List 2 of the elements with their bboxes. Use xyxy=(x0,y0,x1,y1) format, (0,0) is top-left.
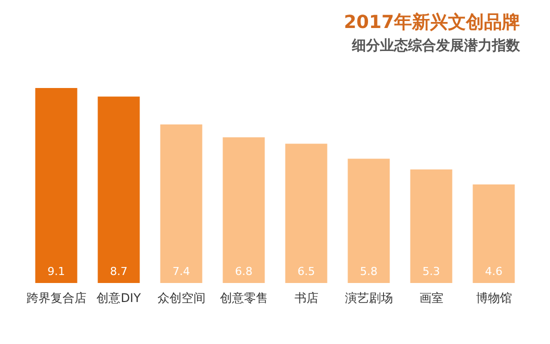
subtitle: 细分业态综合发展潜力指数 xyxy=(352,38,520,54)
title: 2017年新兴文创品牌 xyxy=(344,12,520,33)
